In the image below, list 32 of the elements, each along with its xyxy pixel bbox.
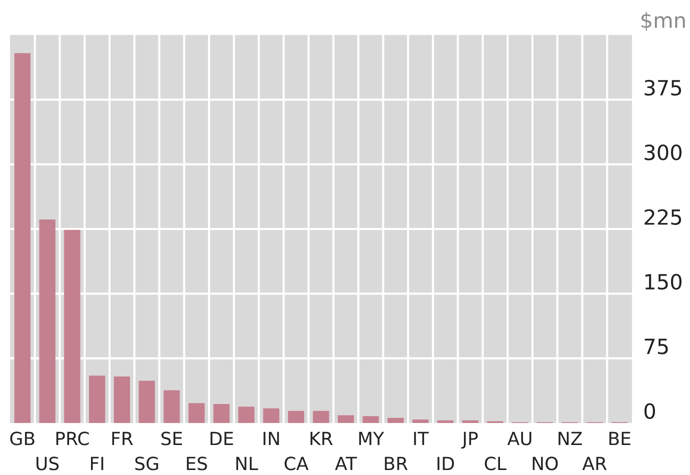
x-tick-label: CL: [484, 456, 506, 470]
x-tick-label: DE: [210, 432, 233, 446]
y-axis-title: $mn: [642, 12, 685, 31]
y-tick-label: 150: [645, 274, 682, 290]
x-tick-label: FI: [90, 456, 104, 470]
x-tick-label: IN: [264, 432, 279, 446]
y-tick-label: 300: [644, 144, 682, 160]
x-tick-label: FR: [112, 432, 133, 446]
x-tick-label: ID: [438, 456, 454, 470]
x-tick-label: ES: [186, 456, 208, 470]
x-tick-label: JP: [461, 432, 478, 449]
x-tick-label: PRC: [56, 432, 89, 446]
x-tick-label: AT: [335, 456, 357, 470]
y-tick-label: 75: [644, 338, 668, 354]
x-tick-label: SE: [161, 432, 182, 446]
x-tick-label: KR: [310, 432, 333, 446]
x-tick-label: BE: [609, 432, 630, 446]
x-tick-label: NZ: [558, 432, 582, 446]
x-tick-label: MY: [359, 432, 384, 446]
x-tick-label: IT: [414, 432, 429, 446]
y-tick-label: 225: [644, 209, 682, 225]
x-tick-label: US: [36, 456, 59, 470]
x-tick-label: BR: [384, 456, 408, 470]
x-tick-label: NL: [236, 456, 258, 470]
x-tick-label: NO: [532, 456, 558, 470]
y-tick-label: 0: [644, 403, 655, 419]
x-tick-label: AR: [582, 456, 607, 470]
x-tick-label: GB: [10, 432, 34, 446]
x-tick-label: CA: [284, 456, 308, 470]
y-tick-label: 375: [644, 80, 682, 96]
x-tick-label: SG: [135, 456, 158, 470]
x-tick-label: AU: [507, 432, 532, 446]
